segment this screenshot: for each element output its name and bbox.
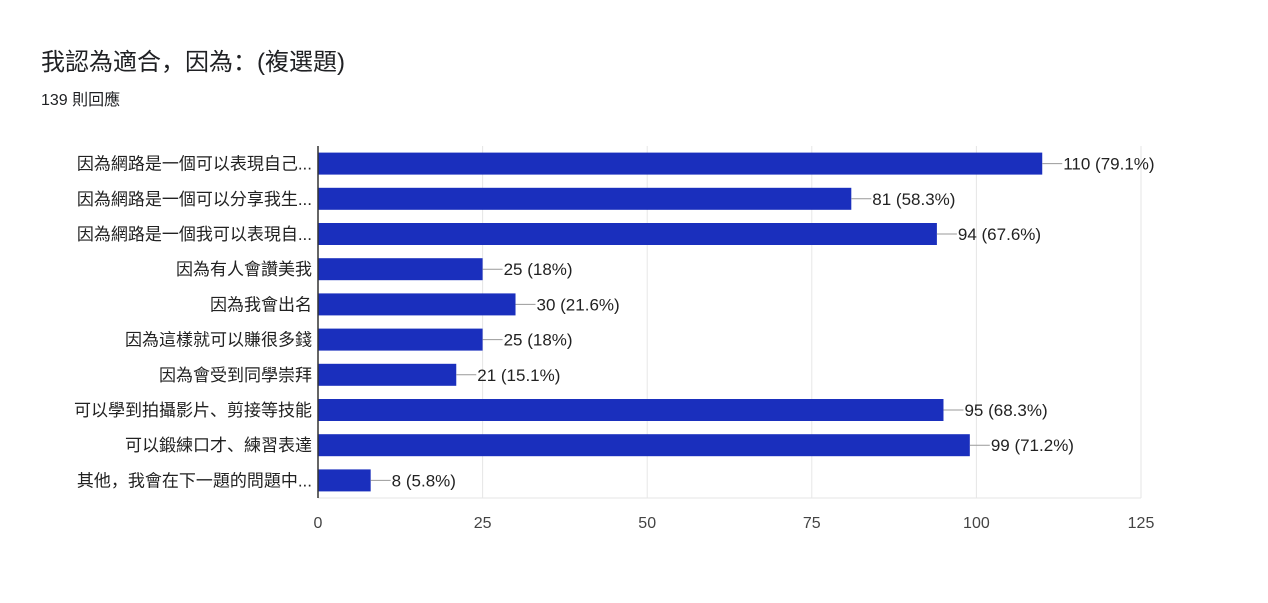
bar xyxy=(318,328,483,351)
data-label: 25 (18%) xyxy=(504,331,573,350)
data-label: 30 (21.6%) xyxy=(537,295,620,314)
bar xyxy=(318,187,852,210)
category-label: 因為網路是一個可以表現自己... xyxy=(77,155,312,174)
data-label: 21 (15.1%) xyxy=(477,366,560,385)
category-label: 可以學到拍攝影片、剪接等技能 xyxy=(74,401,312,420)
bar xyxy=(318,399,944,421)
data-label: 25 (18%) xyxy=(504,260,573,279)
x-tick-label: 100 xyxy=(963,515,990,532)
bar xyxy=(318,469,371,492)
category-label: 因為會受到同學崇拜 xyxy=(159,366,312,385)
bar xyxy=(318,363,457,386)
category-label: 因為有人會讚美我 xyxy=(176,260,312,279)
data-label: 95 (68.3%) xyxy=(964,401,1047,420)
response-count: 139 則回應 xyxy=(41,92,121,109)
bar xyxy=(318,152,1043,175)
category-label: 因為我會出名 xyxy=(210,295,312,314)
x-tick-label: 75 xyxy=(803,515,821,532)
bar xyxy=(318,258,483,281)
data-label: 99 (71.2%) xyxy=(991,436,1074,455)
category-label: 可以鍛練口才、練習表達 xyxy=(125,436,312,455)
bar xyxy=(318,223,937,245)
chart-title: 我認為適合，因為：(複選題) xyxy=(41,49,345,76)
bar xyxy=(318,434,970,457)
x-tick-label: 25 xyxy=(474,515,492,532)
category-label: 因為這樣就可以賺很多錢 xyxy=(125,331,312,350)
category-label: 因為網路是一個我可以表現自... xyxy=(77,225,312,244)
data-label: 94 (67.6%) xyxy=(958,225,1041,244)
data-label: 8 (5.8%) xyxy=(392,471,456,490)
category-label: 因為網路是一個可以分享我生... xyxy=(77,190,312,209)
x-tick-label: 50 xyxy=(638,515,656,532)
category-label: 其他，我會在下一題的問題中... xyxy=(77,471,312,490)
bar xyxy=(318,293,516,316)
data-label: 110 (79.1%) xyxy=(1063,155,1154,174)
data-label: 81 (58.3%) xyxy=(872,190,955,209)
x-tick-label: 125 xyxy=(1128,515,1155,532)
x-tick-label: 0 xyxy=(314,515,323,532)
